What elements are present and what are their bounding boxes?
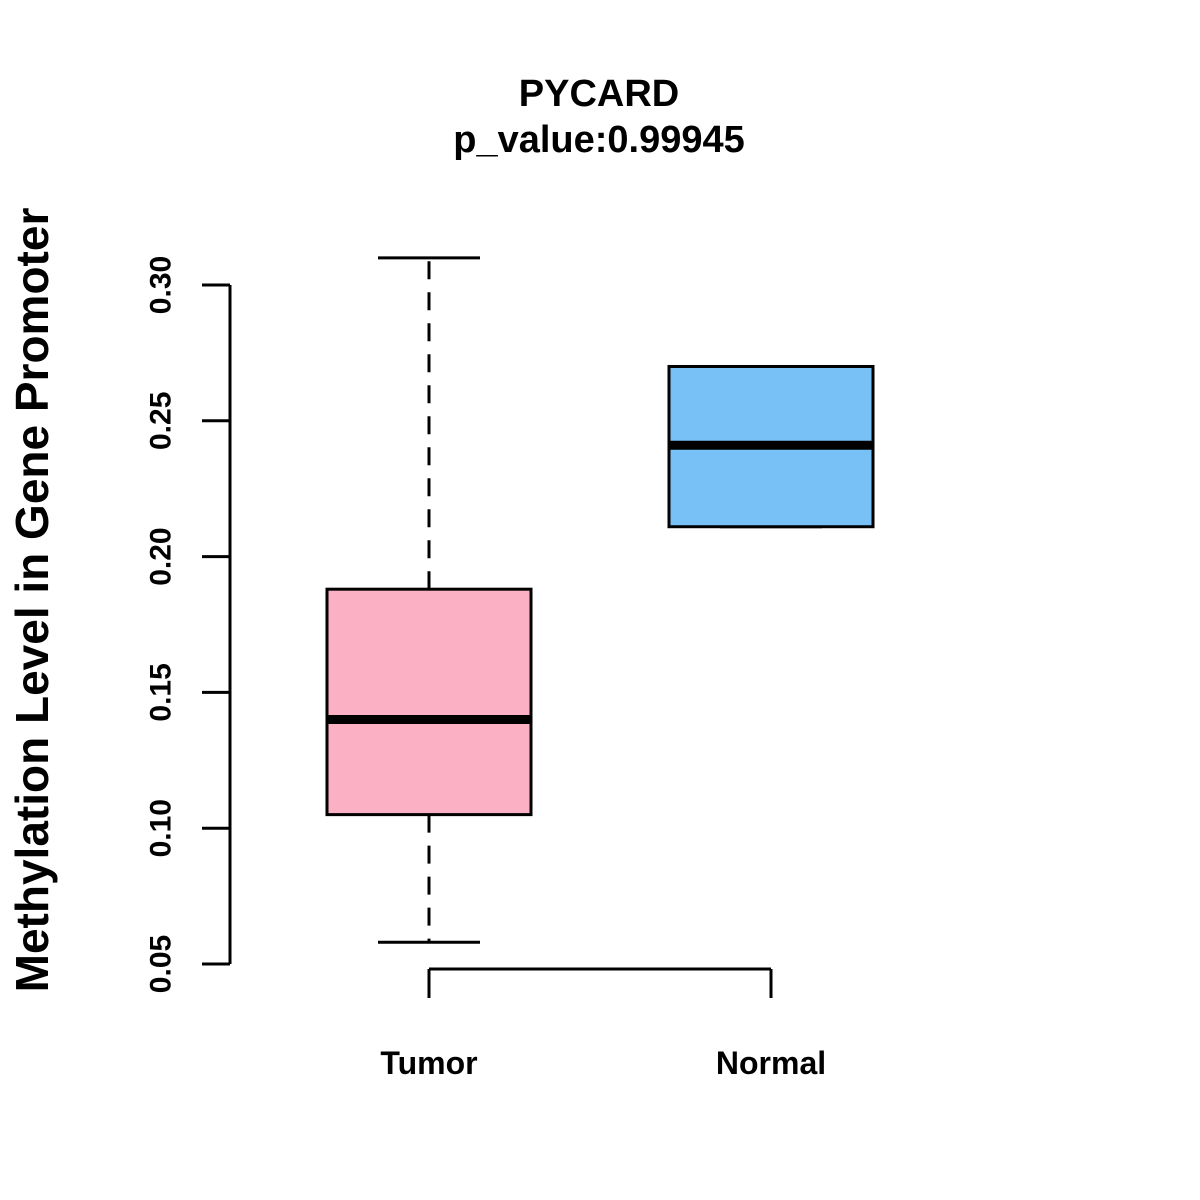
box-tumor <box>325 256 533 944</box>
y-tick-label: 0.20 <box>145 527 178 585</box>
y-axis-label: Methylation Level in Gene Promoter <box>6 208 58 993</box>
y-axis: 0.05 0.10 0.15 0.20 0.25 0.30 <box>145 256 232 993</box>
chart-title: PYCARD <box>519 73 679 115</box>
y-tick-label: 0.30 <box>145 256 178 314</box>
x-tick-label-normal: Normal <box>716 1045 826 1081</box>
x-axis: Tumor Normal <box>380 967 826 1081</box>
y-tick-label: 0.15 <box>145 663 178 721</box>
chart-subtitle: p_value:0.99945 <box>453 119 745 161</box>
y-tick-label: 0.10 <box>145 799 178 857</box>
x-tick-label-tumor: Tumor <box>380 1045 477 1081</box>
y-tick-label: 0.05 <box>145 935 178 993</box>
box-group <box>325 256 875 944</box>
box-iqr <box>325 587 533 817</box>
y-tick-label: 0.25 <box>145 392 178 450</box>
box-normal <box>667 364 875 529</box>
